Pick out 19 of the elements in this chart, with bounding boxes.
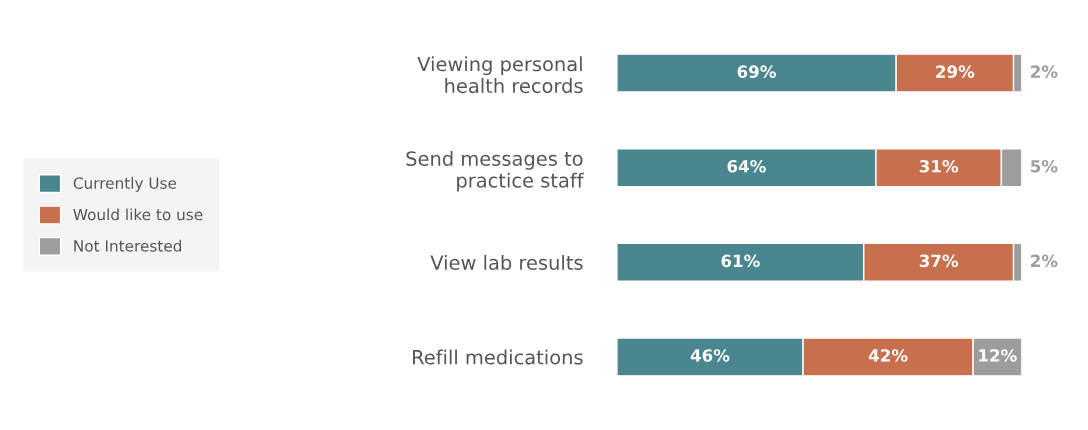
y-tick-label: Send messages to practice staff xyxy=(406,150,584,192)
data-label: 5% xyxy=(1031,159,1058,173)
data-label: 2% xyxy=(1031,65,1058,78)
data-label: 12% xyxy=(979,349,1017,362)
data-label: 69% xyxy=(737,65,776,78)
data-label: 31% xyxy=(919,159,959,173)
data-label: 29% xyxy=(936,65,975,78)
legend-label: Would like to use xyxy=(73,208,203,221)
y-tick-label: View lab results xyxy=(430,254,583,270)
y-tick-label: Refill medications xyxy=(413,349,583,365)
data-label: 64% xyxy=(727,159,766,173)
legend-label: Not Interested xyxy=(74,239,182,252)
y-tick-label: Viewing personal health records xyxy=(417,56,583,94)
data-label: 46% xyxy=(690,349,730,362)
data-label: 37% xyxy=(919,254,959,268)
legend-label: Currently Use xyxy=(73,177,177,192)
data-label: 42% xyxy=(868,349,908,362)
data-label: 61% xyxy=(721,254,760,268)
data-label: 2% xyxy=(1031,254,1058,268)
